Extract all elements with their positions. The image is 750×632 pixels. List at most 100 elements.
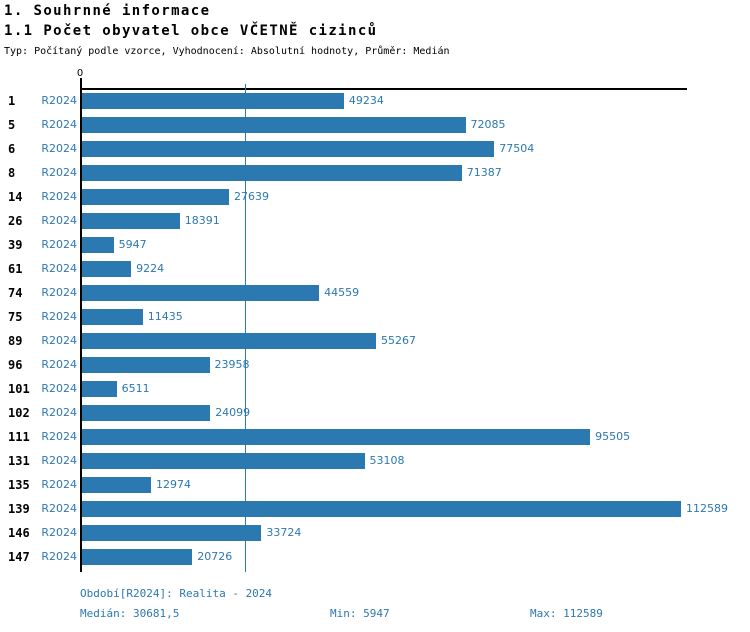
row-number: 75 [8, 310, 23, 324]
value-label: 12974 [156, 478, 191, 491]
chart-row: 61 R2024 9224 [0, 257, 750, 281]
row-number: 14 [8, 190, 23, 204]
chart-rows: 1 R2024 49234 5 R2024 72085 6 R2024 77504 8 R2024 7… [0, 89, 750, 569]
chart-row: 96 R2024 23958 [0, 353, 750, 377]
value-bar [82, 309, 143, 325]
value-label: 24099 [215, 406, 251, 419]
chart-row: 139 R2024 112589 [0, 497, 750, 521]
footer-max: Max: 112589 [530, 607, 603, 620]
indicator-title: 1.1 Počet obyvatel obce VČETNĚ cizinců [4, 23, 378, 39]
value-bar [82, 357, 210, 373]
value-bar [82, 333, 376, 349]
row-number: 5 [8, 118, 16, 132]
chart-row: 5 R2024 72085 [0, 113, 750, 137]
series-label: R2024 [41, 430, 77, 443]
value-label: 20726 [197, 550, 233, 563]
series-label: R2024 [41, 94, 77, 107]
series-label: R2024 [41, 550, 77, 563]
footer-median: Medián: 30681,5 [80, 607, 180, 620]
x-axis-line [80, 88, 687, 90]
series-label: R2024 [41, 502, 77, 515]
value-bar [82, 189, 229, 205]
value-bar [82, 141, 495, 157]
value-bar [82, 525, 262, 541]
row-number: 61 [8, 262, 23, 276]
chart-row: 131 R2024 53108 [0, 449, 750, 473]
section-title: 1. Souhrnné informace [4, 3, 211, 19]
series-label: R2024 [41, 166, 77, 179]
value-label: 44559 [324, 286, 360, 299]
chart-row: 39 R2024 5947 [0, 233, 750, 257]
series-label: R2024 [41, 382, 77, 395]
series-label: R2024 [41, 286, 77, 299]
series-label: R2024 [41, 238, 77, 251]
row-number: 26 [8, 214, 23, 228]
value-label: 55267 [381, 334, 416, 347]
value-bar [82, 237, 114, 253]
value-label: 77504 [499, 142, 535, 155]
value-bar [82, 261, 132, 277]
value-bar [82, 213, 180, 229]
row-number: 96 [8, 358, 23, 372]
row-number: 39 [8, 238, 23, 252]
series-label: R2024 [41, 142, 77, 155]
series-label: R2024 [41, 214, 77, 227]
row-number: 74 [8, 286, 23, 300]
series-label: R2024 [41, 526, 77, 539]
value-bar [82, 93, 344, 109]
axis-zero-label: 0 [76, 68, 84, 79]
row-number: 102 [8, 406, 30, 420]
chart-row: 75 R2024 11435 [0, 305, 750, 329]
value-bar [82, 429, 591, 445]
indicator-meta: Typ: Počítaný podle vzorce, Vyhodnocení:… [4, 46, 450, 57]
chart-row: 89 R2024 55267 [0, 329, 750, 353]
footer-period: Období[R2024]: Realita - 2024 [80, 587, 273, 600]
value-bar [82, 453, 365, 469]
series-label: R2024 [41, 478, 77, 491]
row-number: 1 [8, 94, 16, 108]
chart-row: 26 R2024 18391 [0, 209, 750, 233]
value-bar [82, 477, 151, 493]
series-label: R2024 [41, 406, 77, 419]
row-number: 111 [8, 430, 30, 444]
row-number: 8 [8, 166, 16, 180]
row-number: 131 [8, 454, 30, 468]
chart-row: 147 R2024 20726 [0, 545, 750, 569]
series-label: R2024 [41, 118, 77, 131]
series-label: R2024 [41, 190, 77, 203]
value-label: 71387 [466, 166, 502, 179]
value-label: 112589 [686, 502, 728, 515]
value-label: 49234 [348, 94, 384, 107]
row-number: 147 [8, 550, 30, 564]
chart-row: 146 R2024 33724 [0, 521, 750, 545]
row-number: 146 [8, 526, 30, 540]
value-bar [82, 165, 462, 181]
footer-min: Min: 5947 [330, 607, 390, 620]
value-label: 9224 [136, 262, 165, 275]
chart-row: 1 R2024 49234 [0, 89, 750, 113]
row-number: 6 [8, 142, 16, 156]
value-label: 11435 [147, 310, 183, 323]
row-number: 135 [8, 478, 30, 492]
row-number: 101 [8, 382, 30, 396]
value-label: 53108 [369, 454, 405, 467]
value-label: 27639 [234, 190, 269, 203]
value-bar [82, 549, 193, 565]
row-number: 139 [8, 502, 30, 516]
series-label: R2024 [41, 358, 77, 371]
series-label: R2024 [41, 262, 77, 275]
chart-row: 6 R2024 77504 [0, 137, 750, 161]
series-label: R2024 [41, 334, 77, 347]
chart-row: 8 R2024 71387 [0, 161, 750, 185]
value-label: 6511 [121, 382, 150, 395]
value-bar [82, 405, 211, 421]
series-label: R2024 [41, 454, 77, 467]
chart-row: 102 R2024 24099 [0, 401, 750, 425]
value-bar [82, 117, 466, 133]
y-axis-line [80, 78, 82, 572]
value-label: 18391 [184, 214, 220, 227]
value-label: 95505 [595, 430, 631, 443]
median-gridline [245, 84, 246, 572]
value-label: 23958 [214, 358, 250, 371]
